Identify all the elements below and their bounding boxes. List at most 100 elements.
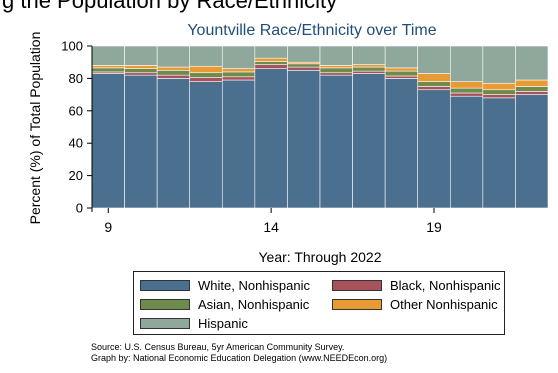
bar-segment-22-4 [515, 45, 549, 81]
legend-label-hispanic: Hispanic [198, 316, 248, 331]
bar-segment-18-0 [384, 78, 419, 209]
bar-segment-19-3 [417, 73, 451, 82]
bar-segment-13-3 [221, 68, 256, 73]
bar-segment-9-4 [91, 45, 125, 66]
bar-segment-19-1 [417, 86, 451, 91]
bar-segment-19-2 [417, 81, 451, 87]
bar-segment-21-1 [482, 94, 516, 99]
bar-segment-12-3 [189, 65, 223, 74]
y-tick-label: 40 [69, 136, 83, 151]
bar-segment-14-3 [254, 57, 288, 62]
y-axis-label: Percent (%) of Total Population [27, 32, 43, 225]
bar-segment-14-0 [254, 68, 288, 209]
bar-segment-16-0 [319, 74, 353, 209]
source-line: Source: U.S. Census Bureau, 5yr American… [91, 342, 345, 352]
x-tick-label: 19 [426, 219, 442, 235]
bar-segment-15-1 [287, 66, 321, 71]
bar-segment-15-0 [287, 70, 321, 209]
bar-segment-15-2 [287, 63, 321, 68]
bar-segment-20-0 [449, 95, 484, 209]
bar-segment-10-0 [124, 74, 158, 209]
bar-segment-12-4 [189, 45, 223, 67]
legend-item-other: Other Nonhispanic [332, 297, 498, 312]
x-tick-label: 14 [263, 219, 279, 235]
bar-segment-22-2 [515, 86, 549, 92]
bar-segment-12-1 [189, 77, 223, 82]
bar-segment-16-4 [319, 45, 353, 66]
credit-line: Graph by: National Economic Education De… [91, 353, 388, 363]
legend-item-asian: Asian, Nonhispanic [140, 297, 309, 312]
bar-segment-17-4 [352, 45, 386, 65]
legend-item-white: White, Nonhispanic [140, 278, 310, 293]
bar-segment-20-4 [449, 45, 484, 82]
bar-segment-21-2 [482, 89, 516, 95]
y-tick-label: 80 [69, 71, 83, 86]
legend-swatch-white [140, 280, 190, 291]
bar-segment-10-2 [124, 68, 158, 74]
bar-segment-13-0 [221, 79, 256, 209]
bar-segment-10-1 [124, 72, 158, 76]
bar-segment-11-2 [156, 70, 191, 76]
bar-segment-11-0 [156, 78, 191, 209]
bar-segment-18-4 [384, 45, 419, 69]
bar-segment-22-1 [515, 91, 549, 95]
bar-segment-14-2 [254, 61, 288, 65]
axes: 0 20 40 60 80 100 9 14 19 [61, 39, 442, 236]
bar-segment-11-1 [156, 74, 191, 79]
bar-segment-12-2 [189, 72, 223, 78]
legend-label-black: Black, Nonhispanic [390, 278, 501, 293]
bar-segment-18-1 [384, 75, 419, 79]
bar-segment-14-1 [254, 64, 288, 69]
bar-segment-21-3 [482, 82, 516, 91]
legend: White, Nonhispanic Black, Nonhispanic As… [133, 271, 505, 335]
bar-segment-13-4 [221, 45, 256, 69]
bar-segment-13-2 [221, 71, 256, 78]
bar-segment-20-1 [449, 92, 484, 97]
bar-segment-17-3 [352, 64, 386, 68]
y-tick-label: 0 [76, 201, 83, 216]
y-tick-label: 60 [69, 103, 83, 118]
bar-segment-13-1 [221, 76, 256, 81]
legend-swatch-asian [140, 299, 190, 310]
bar-segment-19-4 [417, 45, 451, 74]
bar-segment-18-2 [384, 70, 419, 77]
chart-title: Yountville Race/Ethnicity over Time [187, 22, 436, 39]
bar-segment-21-4 [482, 45, 516, 84]
x-axis-label: Year: Through 2022 [259, 249, 382, 265]
legend-swatch-hispanic [140, 318, 190, 329]
bar-segment-22-0 [515, 94, 549, 209]
legend-label-other: Other Nonhispanic [390, 297, 498, 312]
bar-segment-15-4 [287, 45, 321, 63]
bar-segment-20-3 [449, 81, 484, 89]
bar-segment-17-2 [352, 66, 386, 72]
bar-segment-16-2 [319, 67, 353, 74]
bar-segment-12-0 [189, 81, 223, 209]
legend-label-white: White, Nonhispanic [198, 278, 310, 293]
bar-segment-9-0 [91, 73, 125, 209]
header-fragment-text: g the Population by Race/Ethnicity [2, 0, 338, 13]
bar-segment-9-3 [91, 65, 125, 69]
header-fragment: g the Population by Race/Ethnicity [0, 0, 558, 14]
legend-label-asian: Asian, Nonhispanic [198, 297, 310, 312]
bar-segment-11-4 [156, 45, 191, 68]
bar-segment-10-4 [124, 45, 158, 66]
bar-segment-21-0 [482, 97, 516, 209]
bar-segment-17-0 [352, 73, 386, 209]
bar-segment-11-3 [156, 66, 191, 71]
y-tick-label: 20 [69, 168, 83, 183]
bars [91, 45, 549, 209]
bar-segment-19-0 [417, 89, 451, 209]
bar-segment-14-4 [254, 45, 288, 59]
legend-swatch-other [332, 299, 382, 310]
bar-segment-20-2 [449, 87, 484, 94]
x-tick-label: 9 [104, 219, 112, 235]
bar-segment-16-3 [319, 65, 353, 69]
bar-segment-9-2 [91, 67, 125, 73]
legend-swatch-black [332, 280, 382, 291]
legend-item-black: Black, Nonhispanic [332, 278, 501, 293]
bar-segment-18-3 [384, 67, 419, 72]
y-tick-label: 100 [61, 39, 83, 54]
bar-segment-10-3 [124, 65, 158, 69]
bar-segment-22-3 [515, 79, 549, 87]
